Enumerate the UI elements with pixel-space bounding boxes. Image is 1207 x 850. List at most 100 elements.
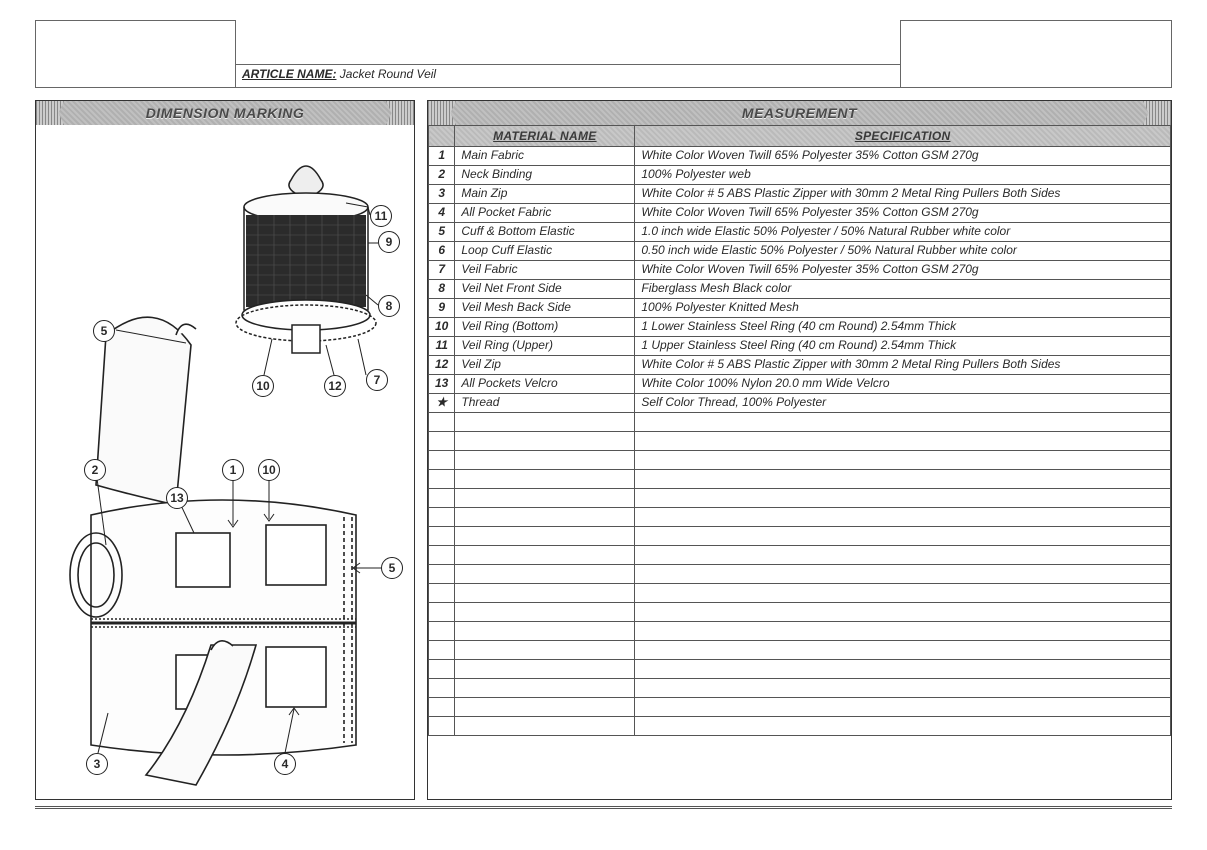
cell-material: All Pocket Fabric [455, 204, 635, 223]
article-name-label: ARTICLE NAME: [242, 67, 336, 81]
article-name-value: Jacket Round Veil [340, 67, 436, 81]
cell-material: Loop Cuff Elastic [455, 242, 635, 261]
cell-material: Veil Mesh Back Side [455, 299, 635, 318]
cell-spec: White Color # 5 ABS Plastic Zipper with … [635, 185, 1171, 204]
cell-material: Cuff & Bottom Elastic [455, 223, 635, 242]
cell-number: 12 [429, 356, 455, 375]
cell-spec: 100% Polyester Knitted Mesh [635, 299, 1171, 318]
materials-table: MATERIAL NAME SPECIFICATION 1Main Fabric… [428, 125, 1171, 736]
table-row-empty [429, 508, 1171, 527]
table-row-empty [429, 717, 1171, 736]
table-row: 1Main FabricWhite Color Woven Twill 65% … [429, 147, 1171, 166]
cell-material: Veil Ring (Bottom) [455, 318, 635, 337]
dimension-marking-title: DIMENSION MARKING [36, 101, 414, 125]
cell-number: ★ [429, 394, 455, 413]
table-row-empty [429, 413, 1171, 432]
cell-spec: White Color # 5 ABS Plastic Zipper with … [635, 356, 1171, 375]
cell-material: Neck Binding [455, 166, 635, 185]
callout-12: 12 [324, 375, 346, 397]
cell-number: 10 [429, 318, 455, 337]
table-header-row: MATERIAL NAME SPECIFICATION [429, 126, 1171, 147]
table-row: 9Veil Mesh Back Side100% Polyester Knitt… [429, 299, 1171, 318]
callout-5: 5 [381, 557, 403, 579]
table-row: 12Veil ZipWhite Color # 5 ABS Plastic Zi… [429, 356, 1171, 375]
cell-spec: 1.0 inch wide Elastic 50% Polyester / 50… [635, 223, 1171, 242]
cell-spec: 1 Lower Stainless Steel Ring (40 cm Roun… [635, 318, 1171, 337]
article-name-row: ARTICLE NAME: Jacket Round Veil [236, 65, 900, 87]
table-row-empty [429, 641, 1171, 660]
cell-number: 2 [429, 166, 455, 185]
table-row: 6Loop Cuff Elastic0.50 inch wide Elastic… [429, 242, 1171, 261]
measurement-title: MEASUREMENT [428, 101, 1171, 125]
cell-material: Veil Zip [455, 356, 635, 375]
col-spec-header: SPECIFICATION [635, 126, 1171, 147]
cell-material: All Pockets Velcro [455, 375, 635, 394]
cell-material: Veil Fabric [455, 261, 635, 280]
table-row: 4All Pocket FabricWhite Color Woven Twil… [429, 204, 1171, 223]
header-left-cell [36, 20, 236, 87]
cell-spec: White Color Woven Twill 65% Polyester 35… [635, 147, 1171, 166]
dimension-marking-panel: DIMENSION MARKING [35, 100, 415, 800]
cell-spec: White Color 100% Nylon 20.0 mm Wide Velc… [635, 375, 1171, 394]
cell-spec: White Color Woven Twill 65% Polyester 35… [635, 204, 1171, 223]
table-row-empty [429, 679, 1171, 698]
cell-spec: Fiberglass Mesh Black color [635, 280, 1171, 299]
cell-spec: 0.50 inch wide Elastic 50% Polyester / 5… [635, 242, 1171, 261]
cell-number: 9 [429, 299, 455, 318]
table-row: 3Main ZipWhite Color # 5 ABS Plastic Zip… [429, 185, 1171, 204]
callout-11: 11 [370, 205, 392, 227]
cell-material: Veil Ring (Upper) [455, 337, 635, 356]
cell-number: 7 [429, 261, 455, 280]
product-diagram: 1198712105211013534 [36, 125, 414, 799]
table-row-empty [429, 698, 1171, 717]
table-row-empty [429, 451, 1171, 470]
measurement-panel: MEASUREMENT MATERIAL NAME SPECIFICATION … [427, 100, 1172, 800]
callout-13: 13 [166, 487, 188, 509]
callout-10: 10 [258, 459, 280, 481]
col-number-header [429, 126, 455, 147]
header: ARTICLE NAME: Jacket Round Veil [35, 20, 1172, 88]
table-row-empty [429, 622, 1171, 641]
cell-number: 4 [429, 204, 455, 223]
table-row-empty [429, 584, 1171, 603]
panels-row: DIMENSION MARKING [35, 100, 1172, 800]
header-mid: ARTICLE NAME: Jacket Round Veil [236, 20, 901, 87]
header-right-cell [901, 20, 1171, 87]
cell-material: Veil Net Front Side [455, 280, 635, 299]
table-row: 11Veil Ring (Upper)1 Upper Stainless Ste… [429, 337, 1171, 356]
table-row-empty [429, 432, 1171, 451]
cell-spec: 100% Polyester web [635, 166, 1171, 185]
callout-7: 7 [366, 369, 388, 391]
table-row: 7Veil FabricWhite Color Woven Twill 65% … [429, 261, 1171, 280]
table-row: 8Veil Net Front SideFiberglass Mesh Blac… [429, 280, 1171, 299]
table-row-empty [429, 489, 1171, 508]
header-mid-top-cell [236, 20, 900, 65]
table-row: 2Neck Binding100% Polyester web [429, 166, 1171, 185]
cell-number: 13 [429, 375, 455, 394]
callout-2: 2 [84, 459, 106, 481]
table-row: 5Cuff & Bottom Elastic1.0 inch wide Elas… [429, 223, 1171, 242]
table-row-empty [429, 527, 1171, 546]
table-row-empty [429, 603, 1171, 622]
table-row: ★ThreadSelf Color Thread, 100% Polyester [429, 394, 1171, 413]
cell-material: Main Zip [455, 185, 635, 204]
table-row-empty [429, 660, 1171, 679]
cell-number: 5 [429, 223, 455, 242]
callout-10: 10 [252, 375, 274, 397]
callout-9: 9 [378, 231, 400, 253]
cell-material: Main Fabric [455, 147, 635, 166]
callout-3: 3 [86, 753, 108, 775]
cell-number: 1 [429, 147, 455, 166]
footer-rule [35, 806, 1172, 809]
table-row-empty [429, 470, 1171, 489]
table-row-empty [429, 546, 1171, 565]
cell-number: 11 [429, 337, 455, 356]
cell-number: 8 [429, 280, 455, 299]
callout-5: 5 [93, 320, 115, 342]
cell-spec: White Color Woven Twill 65% Polyester 35… [635, 261, 1171, 280]
table-row: 13All Pockets VelcroWhite Color 100% Nyl… [429, 375, 1171, 394]
cell-number: 6 [429, 242, 455, 261]
cell-spec: Self Color Thread, 100% Polyester [635, 394, 1171, 413]
cell-spec: 1 Upper Stainless Steel Ring (40 cm Roun… [635, 337, 1171, 356]
cell-number: 3 [429, 185, 455, 204]
